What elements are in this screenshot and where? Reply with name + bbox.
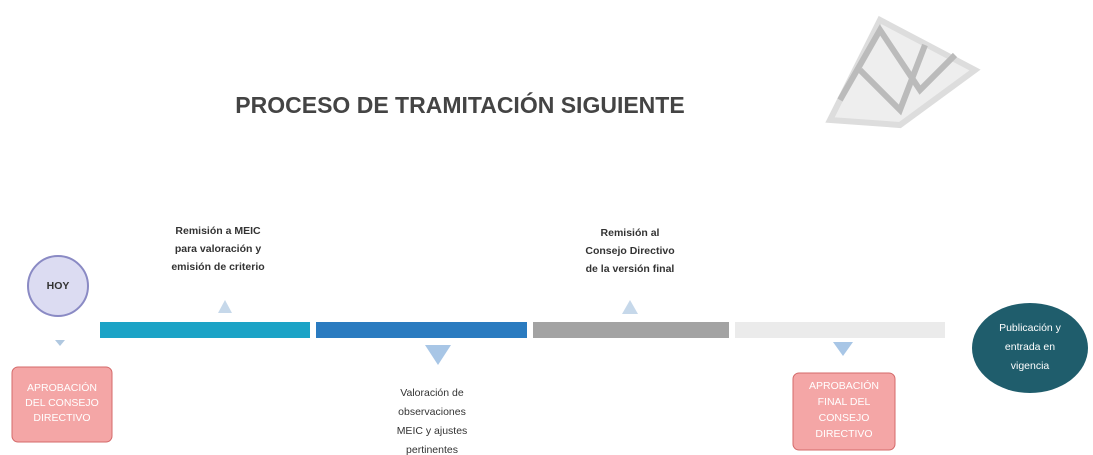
node-label: APROBACIÓN [809, 379, 879, 392]
arrow [833, 342, 853, 356]
diagram: PROCESO DE TRAMITACIÓN SIGUIENTE HOY APRO… [0, 0, 1093, 455]
arrow [218, 300, 232, 313]
decorative-image [830, 20, 975, 125]
node-label: APROBACIÓN [27, 381, 97, 394]
timeline-bar [316, 322, 527, 338]
node-label: pertinentes [406, 444, 458, 455]
title: PROCESO DE TRAMITACIÓN SIGUIENTE [235, 91, 684, 118]
node-label: FINAL DEL [818, 396, 871, 408]
node-label: para valoración y [175, 243, 262, 255]
node-label: Consejo Directivo [585, 245, 674, 257]
node-label: Publicación y [999, 322, 1062, 334]
arrow [622, 300, 638, 314]
node-label: de la versión final [586, 263, 675, 275]
node-label: HOY [47, 280, 70, 292]
labels: HOY APROBACIÓN DEL CONSEJO DIRECTIVO Remisió… [25, 225, 1062, 455]
node-label: DEL CONSEJO [25, 397, 99, 409]
node-label: CONSEJO [819, 412, 870, 424]
node-label: Remisión al [601, 227, 660, 239]
node-label: observaciones [398, 406, 466, 418]
timeline-bar [533, 322, 729, 338]
node-label: DIRECTIVO [33, 412, 90, 424]
timeline-bar [735, 322, 945, 338]
node-label: MEIC y ajustes [397, 425, 468, 437]
node-label: Valoración de [400, 387, 464, 399]
node-label: entrada en [1005, 341, 1055, 353]
node-label: emisión de criterio [171, 261, 264, 273]
node-label: vigencia [1011, 360, 1050, 372]
page: PROCESO DE TRAMITACIÓN SIGUIENTE HOY APRO… [0, 0, 1093, 455]
arrow [55, 340, 65, 346]
node-label: DIRECTIVO [815, 428, 872, 440]
node-label: Remisión a MEIC [175, 225, 261, 237]
arrow [425, 345, 451, 365]
timeline-bar [100, 322, 310, 338]
